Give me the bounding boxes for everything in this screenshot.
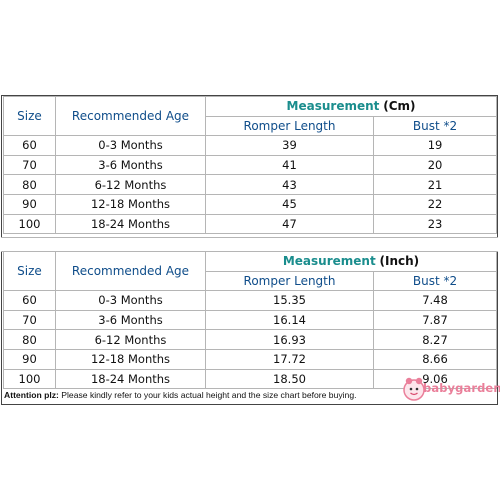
age-cell: 6-12 Months xyxy=(55,329,206,350)
table-separator xyxy=(1,237,498,252)
table-row: 70 3-6 Months 41 20 xyxy=(3,154,498,176)
size-chart-cm-table: Size Recommended Age Measurement (Cm) Ro… xyxy=(3,95,498,235)
age-cell: 18-24 Months xyxy=(55,213,206,235)
size-cell: 90 xyxy=(3,193,56,215)
age-cell: 0-3 Months xyxy=(55,290,206,311)
bust-cell: 7.87 xyxy=(373,309,497,331)
romper-length-cell: 41 xyxy=(205,154,374,176)
age-cell: 18-24 Months xyxy=(55,368,206,390)
size-cell: 100 xyxy=(3,368,56,390)
bust-cell: 19 xyxy=(372,135,498,156)
table-row: 60 0-3 Months 39 19 xyxy=(3,135,498,156)
size-cell: 90 xyxy=(3,348,56,370)
size-cell: 60 xyxy=(3,135,56,156)
age-header: Recommended Age xyxy=(55,95,206,137)
measurement-label: Measurement xyxy=(282,254,376,269)
bust-header: Bust *2 xyxy=(372,115,498,137)
baby-face-icon xyxy=(403,377,425,401)
table-row: 80 6-12 Months 43 21 xyxy=(3,174,498,195)
unit-label: (Inch) xyxy=(379,254,420,269)
attention-note: Attention plz: Please kindly refer to yo… xyxy=(4,390,357,400)
romper-length-cell: 16.93 xyxy=(205,329,374,350)
bust-header: Bust *2 xyxy=(373,270,497,292)
bust-cell: 22 xyxy=(372,193,498,215)
table-row: 80 6-12 Months 16.93 8.27 xyxy=(3,329,497,350)
romper-length-cell: 43 xyxy=(205,174,374,195)
romper-length-cell: 17.72 xyxy=(205,348,374,370)
bust-cell: 9.06 xyxy=(373,368,497,390)
age-cell: 3-6 Months xyxy=(55,154,206,176)
size-cell: 70 xyxy=(3,309,56,331)
brand-logo: babygarden xyxy=(401,375,500,403)
bust-cell: 23 xyxy=(372,213,498,235)
attention-label: Attention plz: xyxy=(4,390,59,400)
romper-length-cell: 15.35 xyxy=(205,290,374,311)
size-header: Size xyxy=(3,250,56,292)
age-cell: 12-18 Months xyxy=(55,193,206,215)
table-row: 100 18-24 Months 18.50 9.06 xyxy=(3,368,497,390)
romper-length-cell: 45 xyxy=(205,193,374,215)
table-row: 90 12-18 Months 17.72 8.66 xyxy=(3,348,497,370)
bust-cell: 7.48 xyxy=(373,290,497,311)
measurement-header: Measurement (Inch) xyxy=(205,251,497,272)
bust-cell: 8.66 xyxy=(373,348,497,370)
size-cell: 100 xyxy=(3,213,56,235)
bust-cell: 20 xyxy=(372,154,498,176)
bust-cell: 8.27 xyxy=(373,329,497,350)
attention-text: Please kindly refer to your kids actual … xyxy=(58,390,357,400)
table-row: 100 18-24 Months 47 23 xyxy=(3,213,498,235)
logo-text: babygarden xyxy=(423,381,500,395)
age-cell: 6-12 Months xyxy=(55,174,206,195)
size-chart-inch-table: Size Recommended Age Measurement (Inch) … xyxy=(3,250,497,390)
romper-length-cell: 18.50 xyxy=(205,368,374,390)
age-cell: 12-18 Months xyxy=(55,348,206,370)
measurement-label: Measurement xyxy=(286,99,380,114)
table-row: 60 0-3 Months 15.35 7.48 xyxy=(3,290,497,311)
age-header: Recommended Age xyxy=(55,250,206,292)
romper-length-cell: 47 xyxy=(205,213,374,235)
romper-length-header: Romper Length xyxy=(205,115,374,137)
size-cell: 60 xyxy=(3,290,56,311)
table-row: 70 3-6 Months 16.14 7.87 xyxy=(3,309,497,331)
size-cell: 80 xyxy=(3,174,56,195)
romper-length-cell: 39 xyxy=(205,135,374,156)
romper-length-cell: 16.14 xyxy=(205,309,374,331)
bust-cell: 21 xyxy=(372,174,498,195)
age-cell: 0-3 Months xyxy=(55,135,206,156)
size-header: Size xyxy=(3,95,56,137)
measurement-header: Measurement (Cm) xyxy=(204,96,498,117)
age-cell: 3-6 Months xyxy=(55,309,206,331)
size-cell: 80 xyxy=(3,329,56,350)
unit-label: (Cm) xyxy=(383,99,416,114)
table-row: 90 12-18 Months 45 22 xyxy=(3,193,498,215)
romper-length-header: Romper Length xyxy=(205,270,374,292)
size-cell: 70 xyxy=(3,154,56,176)
